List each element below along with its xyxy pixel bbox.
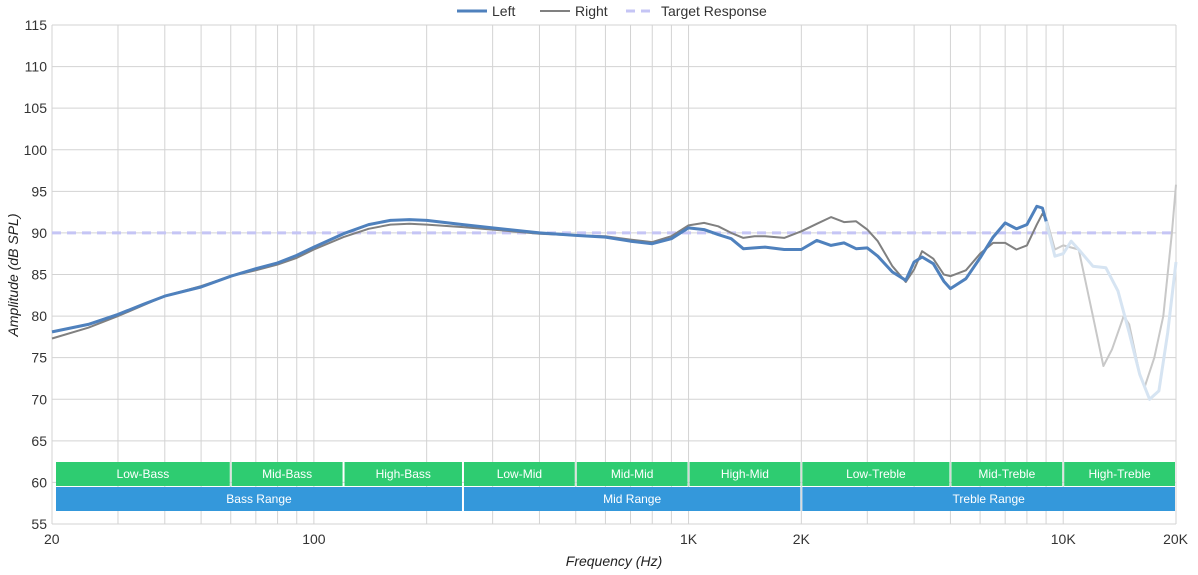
band-low-treble: [802, 462, 950, 486]
band-bass-range: [56, 487, 462, 511]
band-mid-treble: [951, 462, 1063, 486]
y-tick-label: 70: [31, 391, 47, 407]
band-high-bass: [344, 462, 462, 486]
x-tick-label: 2K: [793, 531, 811, 547]
band-label-bass-range: Bass Range: [226, 492, 292, 506]
y-tick-label: 95: [31, 183, 47, 199]
x-tick-label: 100: [302, 531, 326, 547]
y-axis-title: Amplitude (dB SPL): [5, 214, 21, 338]
x-tick-label: 20K: [1163, 531, 1189, 547]
y-tick-label: 110: [25, 59, 48, 75]
x-tick-label: 20: [44, 531, 60, 547]
x-axis-title: Frequency (Hz): [566, 553, 662, 569]
y-tick-label: 100: [24, 142, 48, 158]
x-axis-ticks: 20 100 1K 2K 10K 20K: [44, 531, 1189, 547]
band-label-high-bass: High-Bass: [376, 467, 431, 481]
chart-series: [51, 184, 1178, 401]
band-label-treble-range: Treble Range: [953, 492, 1026, 506]
band-mid-mid: [576, 462, 688, 486]
series-left-faded-line: [1044, 220, 1178, 401]
y-axis-ticks: 55 60 65 70 75 80 85 90 95 100 105 110 115: [24, 17, 48, 532]
series-right-faded-line: [1045, 184, 1177, 388]
legend-label-target-response: Target Response: [661, 3, 767, 19]
band-label-low-treble: Low-Treble: [846, 467, 906, 481]
band-label-mid-bass: Mid-Bass: [262, 467, 312, 481]
frequency-bands: Low-Bass Mid-Bass High-Bass Low-Mid Mid-Mid H…: [56, 462, 1175, 511]
y-tick-label: 85: [31, 267, 47, 283]
band-mid-range: [463, 487, 801, 511]
y-tick-label: 75: [31, 350, 47, 366]
legend-label-left: Left: [492, 3, 515, 19]
band-label-mid-mid: Mid-Mid: [611, 467, 654, 481]
band-mid-bass: [231, 462, 343, 486]
band-high-mid: [689, 462, 801, 486]
y-tick-label: 55: [31, 516, 47, 532]
series-left-line: [51, 204, 1048, 334]
y-tick-label: 115: [25, 17, 48, 33]
band-label-mid-treble: Mid-Treble: [978, 467, 1035, 481]
y-tick-label: 105: [24, 100, 48, 116]
y-tick-label: 90: [31, 225, 47, 241]
band-label-low-mid: Low-Mid: [497, 467, 542, 481]
legend-label-right: Right: [575, 3, 608, 19]
x-tick-label: 1K: [680, 531, 698, 547]
chart-legend: Left Right Target Response: [457, 3, 767, 19]
x-tick-label: 10K: [1051, 531, 1077, 547]
band-label-mid-range: Mid Range: [603, 492, 661, 506]
band-low-bass: [56, 462, 230, 486]
band-treble-range: [802, 487, 1175, 511]
band-label-high-mid: High-Mid: [721, 467, 769, 481]
band-label-low-bass: Low-Bass: [117, 467, 170, 481]
band-high-treble: [1064, 462, 1175, 486]
y-tick-label: 65: [31, 433, 47, 449]
band-label-high-treble: High-Treble: [1088, 467, 1151, 481]
y-tick-label: 60: [31, 474, 47, 490]
y-tick-label: 80: [31, 308, 47, 324]
series-right-line: [51, 212, 1047, 340]
band-low-mid: [463, 462, 575, 486]
chart-grid: [51, 24, 1177, 525]
